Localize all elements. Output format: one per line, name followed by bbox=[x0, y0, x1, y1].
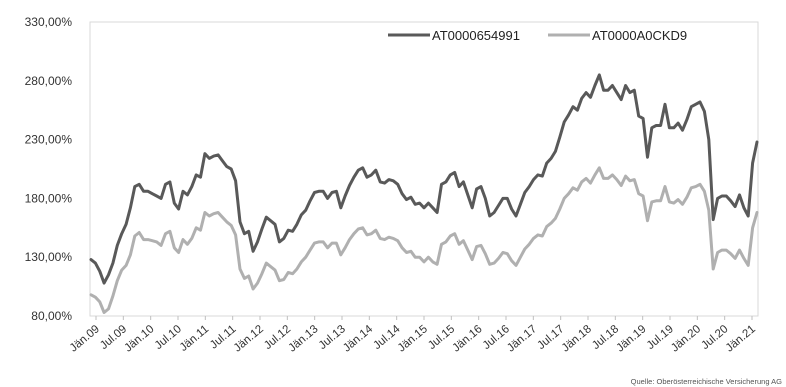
x-tick-label: Jän.21 bbox=[724, 323, 758, 354]
x-tick-label: Jän.18 bbox=[560, 323, 594, 354]
x-tick-label: Jän.19 bbox=[614, 323, 648, 354]
series-layer bbox=[89, 73, 759, 314]
y-tick-label: 130,00% bbox=[25, 250, 73, 264]
x-tick-label: Jän.14 bbox=[341, 323, 376, 355]
series-line-2 bbox=[89, 166, 759, 314]
legend-label: AT0000654991 bbox=[432, 28, 520, 43]
series-line-1 bbox=[89, 73, 759, 285]
x-tick-label: Jän.17 bbox=[505, 323, 539, 354]
x-tick-label: Jän.16 bbox=[450, 323, 484, 354]
y-tick-label: 180,00% bbox=[25, 191, 73, 205]
x-axis: Jän.09Jul.09Jän.10Jul.10Jän.11Jul.11Jän.… bbox=[68, 316, 758, 354]
x-tick-label: Jän.10 bbox=[122, 323, 156, 354]
x-tick-label: Jän.09 bbox=[68, 323, 102, 354]
y-tick-label: 330,00% bbox=[25, 15, 73, 29]
legend: AT0000654991 AT0000A0CKD9 bbox=[388, 28, 687, 43]
y-tick-label: 80,00% bbox=[31, 309, 72, 323]
x-tick-label: Jän.20 bbox=[669, 323, 703, 354]
x-tick-label: Jän.12 bbox=[232, 323, 266, 354]
x-tick-label: Jän.13 bbox=[286, 323, 320, 354]
plot-frame bbox=[89, 21, 759, 317]
y-tick-label: 230,00% bbox=[25, 133, 73, 147]
source-note: Quelle: Oberösterreichische Versicherung… bbox=[631, 377, 782, 386]
legend-label: AT0000A0CKD9 bbox=[592, 28, 687, 43]
y-axis: 80,00% 130,00% 180,00% 230,00% 280,00% 330,00… bbox=[25, 15, 73, 323]
x-tick-label: Jän.15 bbox=[396, 323, 430, 354]
y-tick-label: 280,00% bbox=[25, 74, 73, 88]
x-tick-label: Jän.11 bbox=[178, 323, 212, 354]
